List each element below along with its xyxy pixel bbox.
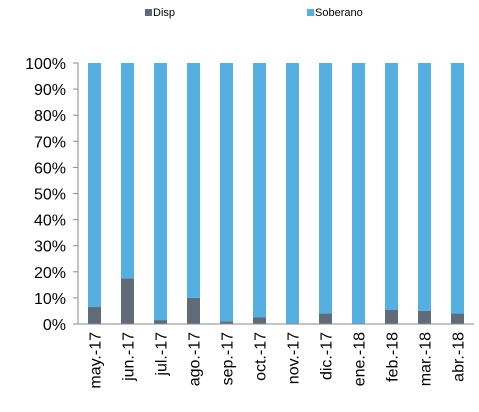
- bar-disp-dic.-17: [319, 313, 332, 324]
- bar-disp-sep.-17: [220, 321, 233, 324]
- bar-disp-jun.-17: [121, 278, 134, 324]
- x-tick-label: nov.-17: [286, 332, 303, 384]
- legend-swatch-disp: [145, 9, 152, 16]
- x-tick-label: ago.-17: [187, 332, 204, 386]
- bar-soberano-nov.-17: [286, 63, 299, 324]
- legend-label-disp: Disp: [153, 7, 175, 19]
- x-tick-label: dic.-17: [319, 332, 336, 380]
- legend: Disp Soberano: [145, 7, 363, 19]
- bars: [88, 63, 464, 324]
- x-tick-label: feb.-18: [385, 332, 402, 382]
- bar-soberano-jul.-17: [154, 63, 167, 321]
- y-axis: 0% 10% 20% 30% 40% 50% 60% 70% 80% 90% 100%: [25, 56, 79, 334]
- bar-disp-jul.-17: [154, 320, 167, 324]
- y-tick-label: 80%: [34, 108, 66, 125]
- y-tick-label: 90%: [34, 82, 66, 99]
- x-tick-label: may.-17: [88, 332, 105, 389]
- y-tick-label: 100%: [25, 56, 66, 73]
- bar-soberano-feb.-18: [385, 63, 398, 310]
- legend-swatch-soberano: [307, 9, 314, 16]
- legend-label-soberano: Soberano: [315, 7, 363, 19]
- y-tick-label: 70%: [34, 134, 66, 151]
- bar-soberano-sep.-17: [220, 63, 233, 322]
- x-tick-label: ene.-18: [352, 332, 369, 386]
- bar-disp-mar.-18: [418, 310, 431, 324]
- y-tick-label: 0%: [43, 317, 66, 334]
- x-tick-label: jul.-17: [154, 332, 171, 377]
- y-tick-label: 40%: [34, 213, 66, 230]
- bar-soberano-ago.-17: [187, 63, 200, 298]
- x-tick-label: jun.-17: [121, 332, 138, 382]
- bar-soberano-ene.-18: [352, 63, 365, 324]
- y-tick-label: 10%: [34, 291, 66, 308]
- bar-soberano-may.-17: [88, 63, 101, 308]
- x-tick-label: mar.-18: [418, 332, 435, 386]
- bar-disp-oct.-17: [253, 317, 266, 324]
- bar-disp-abr.-18: [451, 313, 464, 324]
- bar-soberano-mar.-18: [418, 63, 431, 311]
- x-tick-label: oct.-17: [253, 332, 270, 381]
- bar-soberano-abr.-18: [451, 63, 464, 314]
- bar-soberano-jun.-17: [121, 63, 134, 279]
- x-axis: may.-17 jun.-17 jul.-17 ago.-17 sep.-17 oct.-…: [78, 323, 474, 389]
- bar-disp-may.-17: [88, 307, 101, 324]
- bar-disp-ago.-17: [187, 297, 200, 324]
- y-tick-label: 50%: [34, 187, 66, 204]
- bar-soberano-oct.-17: [253, 63, 266, 318]
- y-tick-label: 20%: [34, 265, 66, 282]
- bar-disp-feb.-18: [385, 309, 398, 324]
- y-tick-label: 60%: [34, 160, 66, 177]
- bar-soberano-dic.-17: [319, 63, 332, 314]
- y-tick-label: 30%: [34, 239, 66, 256]
- x-tick-label: sep.-17: [220, 332, 237, 385]
- x-tick-label: abr.-18: [451, 332, 468, 382]
